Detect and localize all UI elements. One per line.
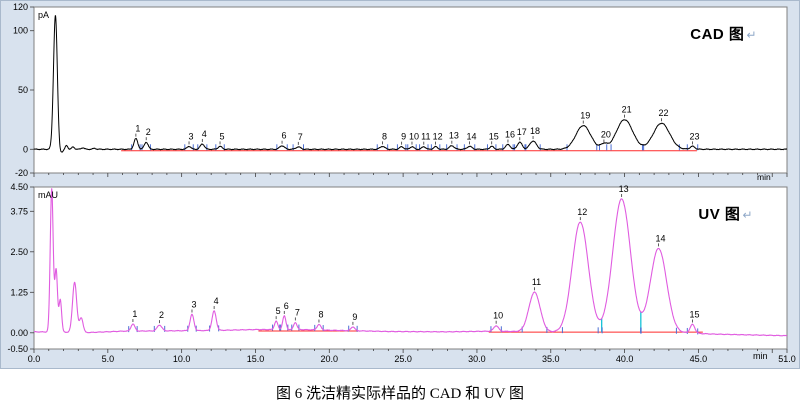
uv-xtick-label: 5.0 — [102, 354, 115, 364]
uv-ytick-label: 2.50 — [10, 247, 28, 257]
cad-panel-title: CAD 图 ↵ — [690, 23, 757, 44]
cad-ytick-label: 120 — [13, 2, 28, 12]
cad-peak-label: 16 — [505, 130, 515, 140]
uv-xtick-label: 10.0 — [173, 354, 191, 364]
cad-peak-label: 17 — [517, 127, 527, 137]
cad-peak-label: 7 — [298, 132, 303, 142]
uv-title-text: UV 图 — [698, 206, 741, 223]
cad-peak-label: 5 — [220, 131, 225, 141]
cad-ytick-label: -20 — [15, 168, 28, 178]
cad-peak-label: 13 — [449, 131, 459, 141]
uv-peak-label: 8 — [318, 309, 323, 319]
uv-panel-title: UV 图 ↵ — [698, 203, 753, 224]
cad-peak-label: 20 — [601, 130, 611, 140]
cad-peak-label: 23 — [689, 131, 699, 141]
uv-plot-frame — [33, 186, 788, 350]
uv-xtick-label: 35.0 — [542, 354, 560, 364]
uv-peak-label: 5 — [276, 306, 281, 316]
linebreak-mark: ↵ — [742, 208, 753, 222]
cad-plot-frame — [33, 6, 788, 174]
cad-x-unit-label: min — [757, 172, 771, 182]
uv-xtick-label: 40.0 — [616, 354, 634, 364]
uv-ytick-label: 0.00 — [10, 328, 28, 338]
chromatogram-chart-area: 120 100 50 0 -20 1 2 3 4 5 6 7 8 9 10 11 12 13 14 15 16 17 18 1… — [0, 0, 800, 369]
cad-peak-label: 1 — [135, 124, 140, 134]
uv-peak-label: 2 — [159, 310, 164, 320]
uv-peak-label: 14 — [656, 233, 666, 243]
uv-peak-label: 7 — [295, 307, 300, 317]
cad-peak-label: 6 — [282, 131, 287, 141]
cad-peak-label: 4 — [202, 129, 207, 139]
figure-caption: 图 6 洗洁精实际样品的 CAD 和 UV 图 — [275, 386, 525, 402]
uv-x-unit-label: min — [753, 351, 768, 361]
uv-xtick-label: 51.0 — [778, 354, 796, 364]
cad-peak-label: 15 — [489, 131, 499, 141]
uv-ytick-label: 3.75 — [10, 206, 28, 216]
cad-peak-label: 10 — [409, 132, 419, 142]
uv-xtick-label: 20.0 — [321, 354, 339, 364]
cad-peak-label: 9 — [401, 132, 406, 142]
uv-peak-label: 10 — [493, 311, 503, 321]
uv-xtick-label: 45.0 — [690, 354, 708, 364]
cad-ytick-label: 100 — [13, 26, 28, 36]
cad-peak-label: 3 — [189, 131, 194, 141]
uv-xtick-label: 15.0 — [247, 354, 265, 364]
uv-peak-label: 3 — [191, 299, 196, 309]
uv-peak-label: 11 — [532, 277, 541, 287]
uv-peak-label: 13 — [619, 184, 629, 194]
cad-peak-label: 18 — [530, 126, 540, 136]
cad-ytick-label: 50 — [18, 85, 28, 95]
uv-ytick-label: 4.50 — [10, 182, 28, 192]
uv-peak-label: 15 — [689, 309, 699, 319]
uv-peak-label: 6 — [284, 301, 289, 311]
cad-y-unit-label: pA — [38, 10, 50, 20]
uv-xtick-label: 25.0 — [394, 354, 412, 364]
cad-peak-label: 11 — [421, 132, 430, 142]
uv-peak-label: 9 — [352, 312, 357, 322]
cad-ytick-label: 0 — [23, 144, 28, 154]
linebreak-mark: ↵ — [746, 28, 757, 42]
uv-peak-label: 12 — [577, 207, 587, 217]
cad-peak-label: 14 — [467, 131, 477, 141]
uv-peak-label: 1 — [132, 309, 137, 319]
cad-peak-label: 12 — [433, 132, 443, 142]
uv-ytick-label: 1.25 — [10, 287, 28, 297]
cad-peak-label: 22 — [658, 108, 668, 118]
cad-title-text: CAD 图 — [690, 26, 745, 43]
cad-peak-label: 2 — [146, 127, 151, 137]
uv-peak-label: 4 — [214, 296, 219, 306]
uv-xtick-label: 30.0 — [468, 354, 486, 364]
cad-trace — [33, 15, 788, 153]
uv-trace — [33, 188, 788, 337]
cad-peak-label: 8 — [382, 131, 387, 141]
uv-panel: 4.50 3.75 2.50 1.25 0.00 -0.500.0 5.0 10.0 15.0 2… — [7, 182, 795, 364]
uv-y-unit-label: mAU — [38, 190, 58, 200]
uv-ytick-label: -0.50 — [7, 344, 28, 354]
uv-xtick-label: 0.0 — [28, 354, 41, 364]
cad-peak-label: 21 — [622, 105, 632, 115]
cad-peak-label: 19 — [580, 111, 590, 121]
